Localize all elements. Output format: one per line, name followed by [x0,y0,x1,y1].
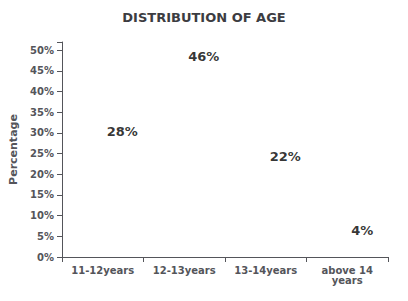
svg-text:35%: 35% [30,107,54,118]
svg-text:25%: 25% [30,148,54,159]
svg-text:45%: 45% [30,65,54,76]
svg-text:20%: 20% [30,169,54,180]
svg-text:10%: 10% [30,210,54,221]
svg-text:5%: 5% [37,231,54,242]
svg-text:46%: 46% [188,49,219,64]
svg-text:4%: 4% [351,223,373,238]
svg-text:28%: 28% [107,124,138,139]
svg-text:30%: 30% [30,127,54,138]
svg-text:Percentage: Percentage [7,114,20,185]
svg-text:above 14: above 14 [321,264,373,276]
svg-text:12-13years: 12-13years [153,265,216,276]
svg-text:DISTRIBUTION OF AGE: DISTRIBUTION OF AGE [122,10,285,25]
svg-text:0%: 0% [37,252,54,263]
svg-text:11-12years: 11-12years [71,265,134,276]
svg-text:13-14years: 13-14years [234,265,297,276]
svg-text:22%: 22% [270,149,301,164]
svg-text:40%: 40% [30,86,54,97]
svg-text:50%: 50% [30,45,54,56]
svg-text:15%: 15% [30,189,54,200]
svg-text:years: years [332,275,363,286]
